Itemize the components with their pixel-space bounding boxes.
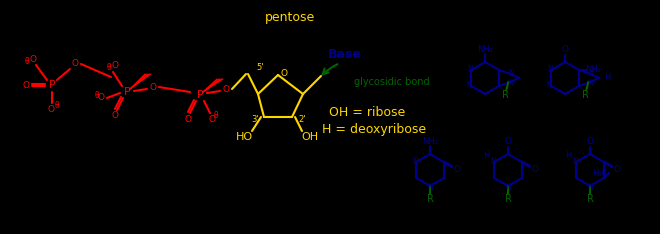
Text: N: N — [546, 81, 552, 91]
Text: O: O — [48, 105, 55, 113]
Text: R: R — [504, 194, 512, 204]
Text: N: N — [490, 157, 496, 165]
Text: OH: OH — [302, 132, 319, 142]
Text: H: H — [604, 73, 610, 83]
Text: O: O — [112, 111, 119, 121]
Text: N: N — [467, 81, 472, 91]
Text: O: O — [562, 45, 569, 55]
Text: O: O — [613, 165, 620, 175]
Text: N: N — [547, 65, 553, 73]
Text: NH₂: NH₂ — [422, 136, 438, 146]
Text: N: N — [589, 78, 594, 88]
Text: NH₂: NH₂ — [585, 66, 601, 74]
Text: O: O — [222, 84, 230, 94]
Text: O: O — [280, 69, 288, 77]
Text: θ: θ — [55, 100, 59, 110]
Text: 2': 2' — [298, 114, 306, 124]
Text: NH₂: NH₂ — [477, 44, 493, 54]
Text: H = deoxyribose: H = deoxyribose — [322, 124, 426, 136]
Text: O: O — [209, 114, 216, 124]
Text: N: N — [589, 69, 594, 77]
Text: O: O — [150, 83, 156, 91]
Text: θ: θ — [107, 62, 112, 72]
Text: O: O — [22, 80, 30, 89]
Text: P: P — [123, 87, 131, 97]
Text: O: O — [98, 94, 104, 102]
Text: P: P — [197, 90, 203, 100]
Text: N: N — [572, 157, 578, 165]
Text: O: O — [504, 138, 512, 146]
Text: H₃C: H₃C — [593, 169, 608, 179]
Text: R: R — [426, 194, 434, 204]
Text: HO: HO — [236, 132, 253, 142]
Text: N: N — [508, 69, 514, 77]
Text: 3': 3' — [251, 114, 259, 124]
Text: Base: Base — [328, 48, 362, 62]
Text: R: R — [502, 90, 509, 100]
Text: N: N — [412, 157, 418, 165]
Text: N: N — [508, 78, 514, 88]
Text: H: H — [565, 151, 572, 161]
Text: O: O — [112, 62, 119, 70]
Text: O: O — [587, 138, 593, 146]
Text: glycosidic bond: glycosidic bond — [354, 77, 430, 87]
Text: O: O — [453, 165, 461, 175]
Text: N: N — [427, 183, 433, 191]
Text: 5': 5' — [256, 62, 264, 72]
Text: θ: θ — [214, 111, 218, 121]
Text: O: O — [531, 165, 539, 175]
Text: O: O — [71, 59, 79, 69]
Text: θ: θ — [24, 56, 29, 66]
Text: pentose: pentose — [265, 11, 315, 25]
Text: O: O — [30, 55, 36, 63]
Text: N: N — [587, 183, 593, 191]
Text: O: O — [185, 114, 191, 124]
Text: OH = ribose: OH = ribose — [329, 106, 405, 120]
Text: N: N — [467, 65, 473, 73]
Text: N: N — [505, 183, 511, 191]
Text: P: P — [49, 80, 55, 90]
Text: θ: θ — [94, 91, 99, 99]
Text: H: H — [483, 151, 489, 161]
Text: R: R — [587, 194, 593, 204]
Text: R: R — [582, 90, 589, 100]
